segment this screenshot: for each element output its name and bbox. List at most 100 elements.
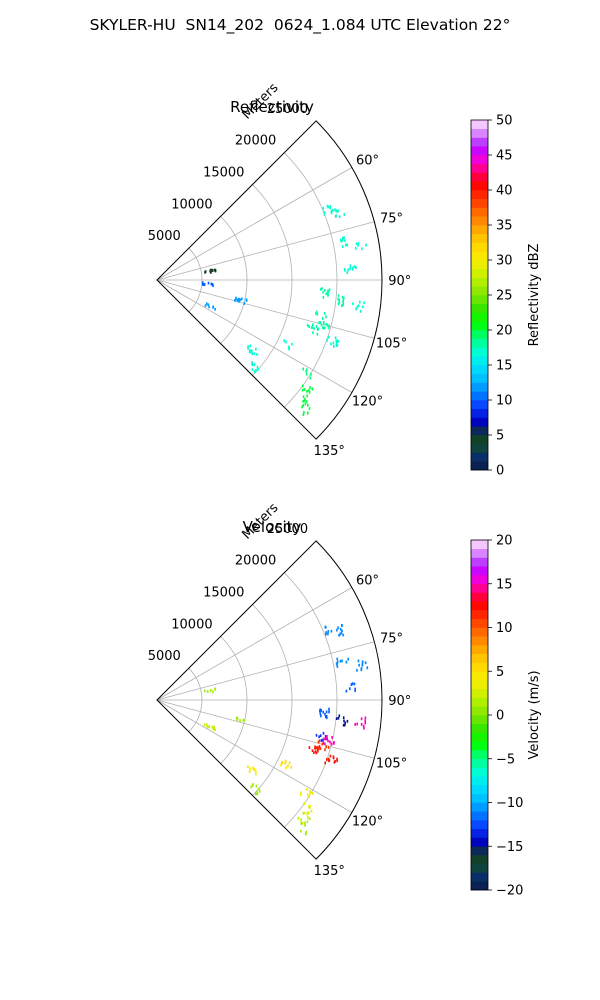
colorbar-label: Velocity (m/s) [527,670,542,759]
echo-gate [212,690,214,694]
echo-gate [309,805,311,808]
echo-gate [325,710,328,714]
echo-gate [361,663,364,667]
echo-gate [364,719,366,723]
echo-gate [255,772,257,776]
echo-gate [213,268,216,272]
echo-gate [311,387,314,391]
echo-gate [303,388,306,391]
echo-gate [326,735,328,738]
echo-gate [324,735,327,738]
echo-gate [336,628,338,632]
echo-gate [320,323,323,327]
range-tick-label: 10000 [171,617,212,632]
colorbar-reflectivity: 0 5 10 15 20 25 30 35 40 45 50 Reflectivity dBZ [470,114,542,479]
echo-gate [336,339,338,343]
azimuth-tick-label: 90° [388,274,411,289]
echo-gate [313,327,315,330]
echo-gate [322,321,325,324]
echo-gate [321,287,323,290]
echo-gate [327,289,329,293]
echo-gate [290,765,293,769]
echo-gate [257,367,259,371]
echo-gate [330,209,333,213]
colorbar-segment [471,618,488,628]
echo-gate [352,302,354,306]
colorbar-segment [471,662,488,672]
echo-gate [204,304,207,308]
echo-gate [360,717,363,721]
echo-gate [211,269,214,273]
echo-gate [322,731,325,735]
echo-gate [323,322,325,326]
echo-gate [250,785,252,789]
colorbar-segment [471,207,488,217]
echo-gate [356,722,358,726]
echo-gate [362,305,364,309]
echo-gate [253,363,256,367]
echo-gate [342,301,344,305]
echo-gate [325,315,327,319]
echo-gate [342,303,344,307]
echo-gate [326,716,328,720]
echo-gate [235,716,238,720]
echo-gate [316,328,319,331]
echo-gate [304,402,307,405]
echo-gate [309,386,311,389]
echo-gate [341,304,343,307]
echo-gate [363,301,365,305]
echo-gate [254,769,257,773]
echo-gate [333,760,336,764]
echo-gate [309,789,311,793]
echo-gate [319,708,322,712]
colorbar-segment [471,233,488,243]
colorbar-segment [471,732,488,742]
echo-gate [247,765,249,769]
range-tick-label: 20000 [235,554,276,569]
colorbar-segment [471,216,488,226]
echo-gate [315,312,317,315]
echo-gate [330,629,333,633]
echo-gate [300,821,302,825]
echo-gate [359,310,362,313]
echo-gate [206,690,209,693]
colorbar-segment [471,636,488,646]
echo-gate [305,372,308,376]
echo-gate [349,687,351,691]
azimuth-gridline [156,279,375,339]
colorbar-segment [471,443,488,453]
echo-gate [241,297,243,301]
echo-gate [354,689,356,693]
echo-gate [312,323,314,327]
echo-gate [314,745,316,749]
echo-gate [213,726,215,729]
colorbar-segment [471,802,488,812]
echo-gate [208,725,210,729]
echo-gate [249,767,251,771]
echo-gate [340,240,343,243]
colorbar-segment [471,846,488,856]
echo-gate [256,792,259,796]
echo-gate [358,663,360,667]
echo-gate [342,299,345,303]
echo-gate [329,205,332,208]
echo-gate [308,325,310,328]
echo-gate [308,805,310,808]
azimuth-tick-label: 75° [380,632,403,647]
echo-gate [206,723,208,727]
echo-gate [212,305,214,309]
echo-gate [206,725,209,729]
echo-gate [288,346,290,350]
panel-velocity: Velocity 60° 75° 90° 105° 120° 135° 5000 10000 15… [148,500,412,879]
echo-gate [324,715,327,719]
echo-gate [339,659,342,663]
echo-gate [315,325,318,328]
echo-gate [337,209,339,213]
echo-gate [245,299,248,302]
echo-gate [342,723,345,727]
colorbar-segment [471,417,488,427]
colorbar-segment [471,120,488,130]
echo-gate [364,721,367,725]
echo-gate [355,266,357,270]
echo-gate [249,350,252,354]
